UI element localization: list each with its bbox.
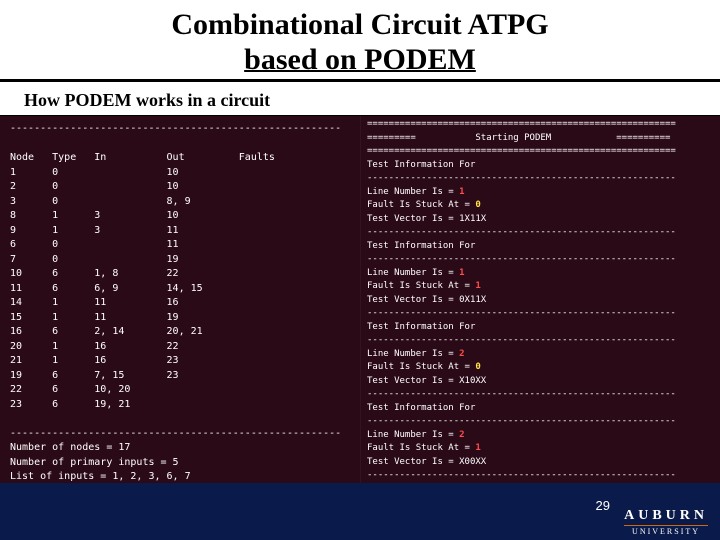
slide-title-line1: Combinational Circuit ATPG <box>0 8 720 43</box>
logo-sub: UNIVERSITY <box>624 525 708 536</box>
terminal-right: ========================================… <box>360 116 720 483</box>
terminal-left: ----------------------------------------… <box>0 116 360 483</box>
title-rule <box>0 79 720 82</box>
title-block: Combinational Circuit ATPG based on PODE… <box>0 0 720 86</box>
footer: 29 AUBURN UNIVERSITY <box>0 496 720 540</box>
subtitle-text: How PODEM works in a circuit <box>24 90 270 110</box>
page-number: 29 <box>596 498 610 513</box>
logo-name: AUBURN <box>624 509 708 523</box>
terminal-area: ----------------------------------------… <box>0 115 720 483</box>
university-logo: AUBURN UNIVERSITY <box>624 509 708 536</box>
slide-title-line2: based on PODEM <box>0 43 720 78</box>
subtitle-bar: How PODEM works in a circuit <box>0 86 720 115</box>
